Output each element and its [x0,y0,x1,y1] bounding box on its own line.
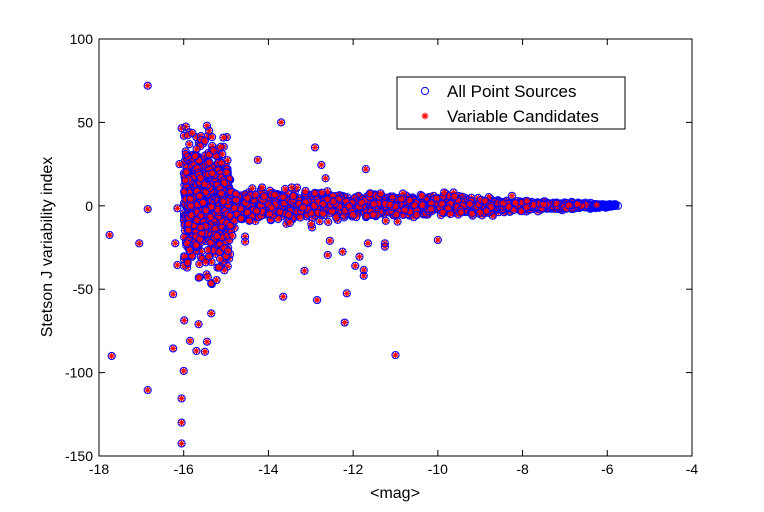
variable-candidate-point [185,140,193,148]
data-points-layer [105,81,622,448]
variable-candidate-point [204,273,212,281]
variable-candidate-point [219,134,227,141]
point-source-point [180,316,189,325]
point-source-point [219,133,228,142]
variable-candidate-point [224,156,231,164]
point-source-point [203,273,212,282]
variable-candidate-point [180,316,188,324]
point-source-point [207,279,216,289]
point-source-point [185,140,194,149]
